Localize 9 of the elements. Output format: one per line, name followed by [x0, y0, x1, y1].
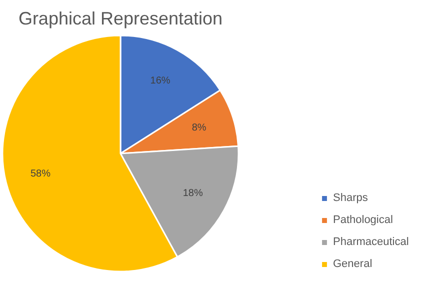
- chart-title: Graphical Representation: [18, 8, 223, 28]
- legend-label: Pathological: [333, 214, 393, 226]
- legend-label: General: [333, 258, 372, 270]
- legend-label: Sharps: [333, 192, 368, 204]
- data-label: 8%: [192, 122, 206, 134]
- data-label: 58%: [30, 168, 51, 180]
- data-label: 16%: [150, 76, 170, 87]
- legend-label: Pharmaceutical: [333, 236, 409, 248]
- data-label: 18%: [182, 188, 203, 199]
